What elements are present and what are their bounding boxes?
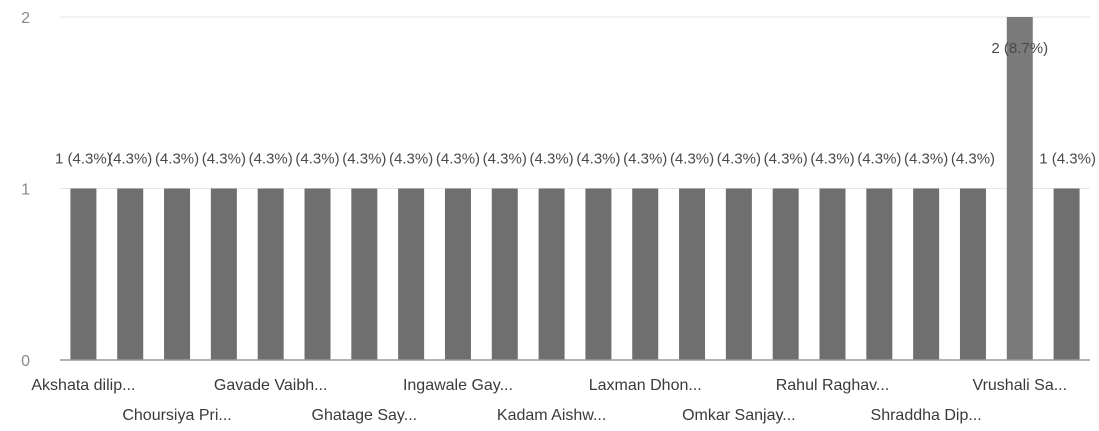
data-label: (4.3%) [249, 151, 293, 168]
x-tick-label: Omkar Sanjay... [682, 407, 796, 424]
x-tick-label: Ghatage Say... [312, 407, 418, 424]
bar[interactable] [351, 188, 378, 361]
data-label: (4.3%) [202, 151, 246, 168]
bar[interactable] [117, 188, 144, 361]
data-label: (4.3%) [904, 151, 948, 168]
data-label: (4.3%) [155, 151, 199, 168]
bars-layer [70, 17, 1080, 361]
bar[interactable] [257, 188, 284, 361]
bar[interactable] [164, 188, 191, 361]
bar[interactable] [1053, 188, 1080, 361]
bar[interactable] [398, 188, 425, 361]
data-label: 1 (4.3%) [55, 151, 112, 168]
y-tick-label: 1 [21, 182, 30, 199]
bar[interactable] [538, 188, 565, 361]
data-label: (4.3%) [810, 151, 854, 168]
x-tick-label: Choursiya Pri... [122, 407, 231, 424]
x-tick-label: Vrushali Sa... [972, 377, 1067, 394]
bar[interactable] [959, 188, 986, 361]
x-tick-label: Akshata dilip... [31, 377, 135, 394]
bar[interactable] [725, 188, 752, 361]
x-tick-label: Gavade Vaibh... [214, 377, 328, 394]
bar[interactable] [585, 188, 612, 361]
data-label: (4.3%) [436, 151, 480, 168]
bar[interactable] [444, 188, 471, 361]
x-tick-label: Shraddha Dip... [871, 407, 982, 424]
y-tick-label: 0 [21, 353, 30, 370]
bar[interactable] [491, 188, 518, 361]
data-label: (4.3%) [857, 151, 901, 168]
data-label: (4.3%) [529, 151, 573, 168]
data-label: (4.3%) [670, 151, 714, 168]
data-label: 2 (8.7%) [991, 40, 1048, 57]
bar[interactable] [1006, 17, 1033, 360]
data-label: (4.3%) [389, 151, 433, 168]
data-label: (4.3%) [764, 151, 808, 168]
bar[interactable] [210, 188, 237, 361]
bar[interactable] [866, 188, 893, 361]
data-label: 1 (4.3%) [1039, 151, 1096, 168]
bar[interactable] [819, 188, 846, 361]
data-label: (4.3%) [483, 151, 527, 168]
bar[interactable] [772, 188, 799, 361]
y-axis: 0 1 2 [21, 10, 30, 370]
x-tick-label: Ingawale Gay... [403, 377, 513, 394]
x-tick-label: Kadam Aishw... [497, 407, 606, 424]
data-label: (4.3%) [342, 151, 386, 168]
data-label: (4.3%) [951, 151, 995, 168]
data-label: (4.3%) [576, 151, 620, 168]
y-tick-label: 2 [21, 10, 30, 27]
data-label: (4.3%) [295, 151, 339, 168]
x-tick-label: Rahul Raghav... [776, 377, 890, 394]
data-label: (4.3%) [623, 151, 667, 168]
x-tick-label: Laxman Dhon... [589, 377, 702, 394]
data-label: (4.3%) [717, 151, 761, 168]
bar[interactable] [70, 188, 97, 361]
bar[interactable] [632, 188, 659, 361]
data-label: (4.3%) [108, 151, 152, 168]
bar[interactable] [679, 188, 706, 361]
bar[interactable] [304, 188, 331, 361]
data-labels-layer: 1 (4.3%)(4.3%) (4.3%) (4.3%) (4.3%) (4.3%) (4… [55, 40, 1096, 168]
x-axis: Akshata dilip... Gavade Vaibh... Ingawale … [31, 359, 1090, 424]
bar[interactable] [913, 188, 940, 361]
